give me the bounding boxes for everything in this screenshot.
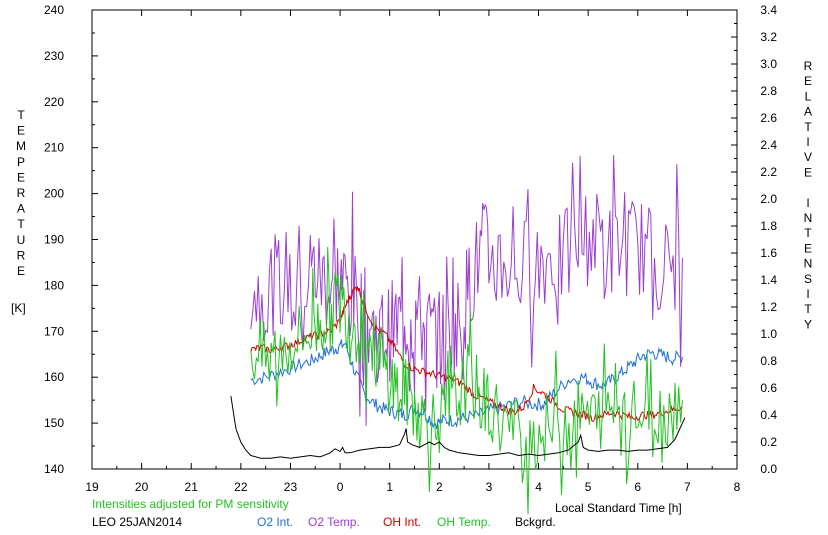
y-right-tick-label: 2.4 [760, 138, 777, 152]
left-axis-letter: P [17, 155, 25, 169]
x-tick-label: 3 [486, 480, 493, 494]
series-oh-temp- [250, 246, 683, 515]
station-date: LEO 25JAN2014 [92, 515, 182, 529]
x-tick-label: 8 [734, 480, 741, 494]
right-axis-letter: T [804, 120, 812, 134]
x-tick-label: 5 [585, 480, 592, 494]
y-left-tick-label: 230 [44, 49, 64, 63]
y-left-tick-label: 220 [44, 95, 64, 109]
x-axis-title: Local Standard Time [h] [555, 501, 682, 515]
right-y-tick-labels: 0.0 0.2 0.4 0.6 0.8 1.0 1.2 1.4 1.6 1.8 2.0 2.2 2.4 2… [760, 3, 777, 476]
series-oh-int- [250, 285, 683, 423]
left-axis-letter: M [16, 139, 26, 153]
x-tick-label: 4 [535, 480, 542, 494]
left-axis-letter: T [17, 108, 25, 122]
legend-entry: Bckgrd. [515, 515, 556, 529]
legend-entry: OH Int. [383, 515, 421, 529]
x-tick-label: 1 [386, 480, 393, 494]
y-left-tick-label: 210 [44, 141, 64, 155]
y-right-tick-label: 3.2 [760, 30, 777, 44]
right-axis-letter: R [804, 59, 813, 73]
right-axis-letter: E [804, 74, 812, 88]
left-axis-letter: U [17, 233, 26, 247]
y-left-tick-label: 190 [44, 233, 64, 247]
left-axis-letter: E [17, 170, 25, 184]
y-right-tick-label: 2.0 [760, 192, 777, 206]
right-axis-letter: A [804, 105, 812, 119]
right-axis-letter: S [804, 272, 812, 286]
left-axis-letter: R [17, 186, 26, 200]
left-axis-letter: T [17, 217, 25, 231]
left-axis-letter: E [17, 264, 25, 278]
right-axis-letter: I [806, 196, 809, 210]
x-tick-label: 6 [634, 480, 641, 494]
x-tick-label: 2 [436, 480, 443, 494]
x-tick-labels: 19 20 21 22 23 0 1 2 3 4 5 6 7 8 [85, 480, 740, 494]
left-axis-unit: [K] [11, 301, 26, 315]
y-right-tick-label: 2.2 [760, 165, 777, 179]
y-right-tick-label: 0.4 [760, 408, 777, 422]
y-right-tick-label: 0.8 [760, 354, 777, 368]
y-right-tick-label: 1.8 [760, 219, 777, 233]
y-left-tick-label: 170 [44, 324, 64, 338]
right-axis-letter: N [804, 211, 813, 225]
right-axis-letter: T [804, 226, 812, 240]
y-left-tick-label: 200 [44, 187, 64, 201]
y-right-tick-label: 2.8 [760, 84, 777, 98]
x-tick-label: 7 [684, 480, 691, 494]
x-tick-label: 21 [185, 480, 199, 494]
left-y-tick-labels: 140 150 160 170 180 190 200 210 220 230 240 [44, 3, 64, 476]
series-line [250, 155, 683, 426]
right-axis-letter: T [804, 302, 812, 316]
x-tick-label: 20 [135, 480, 149, 494]
left-axis-letter: R [17, 248, 26, 262]
y-right-tick-label: 3.0 [760, 57, 777, 71]
series-layer [230, 155, 686, 515]
right-axis-letter: I [806, 287, 809, 301]
y-right-tick-label: 0.0 [760, 462, 777, 476]
x-tick-label: 22 [234, 480, 248, 494]
y-right-tick-label: 1.6 [760, 246, 777, 260]
y-left-tick-label: 160 [44, 370, 64, 384]
right-axis-letter: N [804, 257, 813, 271]
adjustment-note: Intensities adjusted for PM sensitivity [92, 497, 289, 511]
series-o2-temp- [250, 155, 683, 426]
tick-layer [91, 9, 738, 470]
x-tick-label: 0 [337, 480, 344, 494]
y-left-tick-label: 140 [44, 462, 64, 476]
y-right-tick-label: 2.6 [760, 111, 777, 125]
legend-entry: OH Temp. [437, 515, 491, 529]
series-line [250, 246, 683, 515]
y-right-tick-label: 0.6 [760, 381, 777, 395]
right-axis-letter: I [806, 135, 809, 149]
y-right-tick-label: 1.4 [760, 273, 777, 287]
series-line [250, 285, 683, 423]
y-left-tick-label: 150 [44, 416, 64, 430]
left-axis-letter: E [17, 124, 25, 138]
series-o2-int- [250, 339, 683, 430]
legend: O2 Int. O2 Temp. OH Int. OH Temp. Bckgrd. [257, 515, 556, 529]
y-left-tick-label: 180 [44, 278, 64, 292]
series-bckgrd- [230, 396, 686, 459]
y-right-tick-label: 1.0 [760, 327, 777, 341]
y-right-tick-label: 1.2 [760, 300, 777, 314]
y-right-tick-label: 3.4 [760, 3, 777, 17]
legend-entry: O2 Temp. [308, 515, 360, 529]
x-tick-label: 23 [284, 480, 298, 494]
right-axis-letter: L [805, 89, 812, 103]
y-left-tick-label: 240 [44, 3, 64, 17]
left-axis-letter: A [17, 202, 25, 216]
legend-entry: O2 Int. [257, 515, 293, 529]
right-axis-letter: E [804, 241, 812, 255]
right-axis-letter: E [804, 165, 812, 179]
series-line [230, 396, 686, 459]
series-line [250, 339, 683, 430]
right-axis-letter: Y [804, 317, 812, 331]
y-right-tick-label: 0.2 [760, 435, 777, 449]
x-tick-label: 19 [85, 480, 99, 494]
right-axis-letter: V [804, 150, 812, 164]
